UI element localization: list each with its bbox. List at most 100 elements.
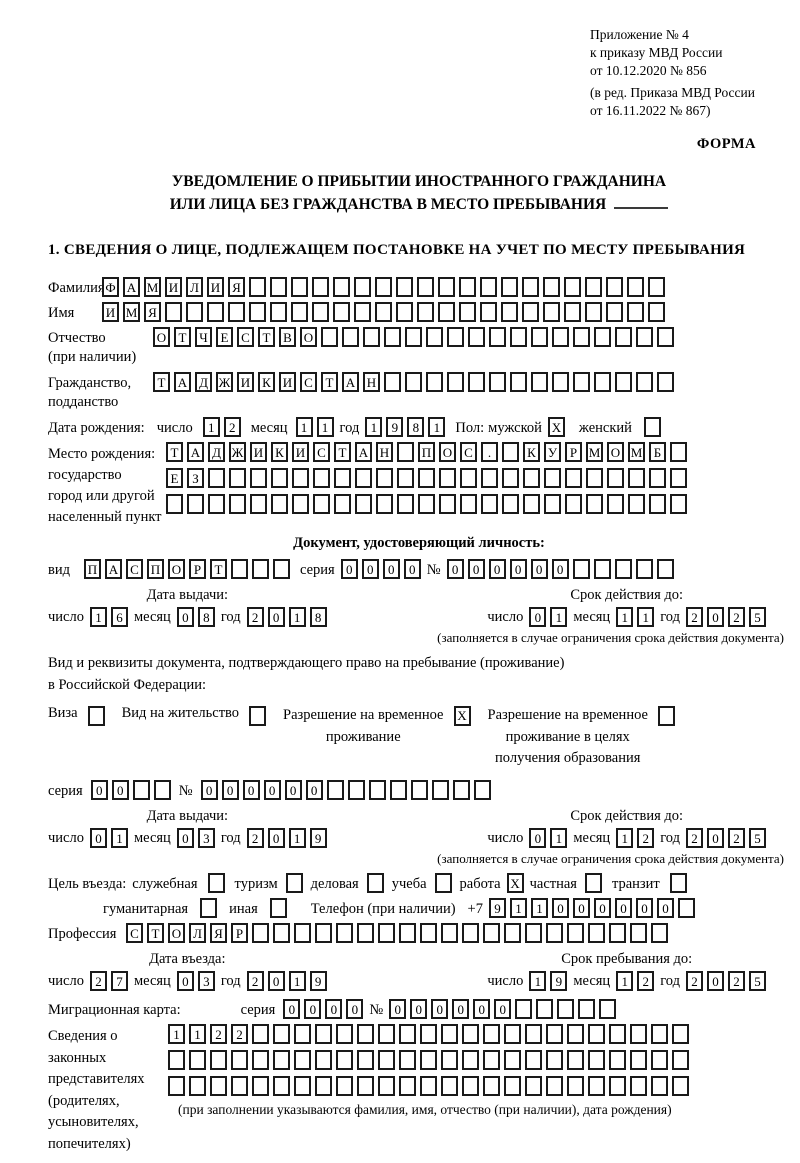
char-cell[interactable]: Б (649, 442, 666, 462)
char-cell[interactable]: 0 (473, 999, 491, 1020)
char-cell[interactable] (635, 559, 653, 579)
char-cell[interactable] (636, 327, 653, 347)
char-cell[interactable]: М (628, 442, 645, 462)
char-cell[interactable]: Ж (216, 372, 233, 392)
char-cell[interactable] (399, 923, 416, 944)
char-cell[interactable]: С (125, 559, 143, 579)
char-cell[interactable]: 2 (246, 828, 264, 849)
char-cell[interactable] (607, 468, 624, 488)
char-cell[interactable] (501, 302, 518, 322)
char-cell[interactable] (291, 277, 308, 297)
char-cell[interactable]: 1 (509, 898, 527, 919)
char-cell[interactable] (334, 494, 351, 514)
char-cell[interactable] (294, 1024, 311, 1045)
char-cell[interactable] (355, 494, 372, 514)
char-cell[interactable] (657, 327, 674, 347)
char-cell[interactable] (168, 1076, 185, 1097)
edu-permit-checkbox[interactable] (657, 705, 675, 726)
char-cell[interactable]: И (207, 277, 224, 297)
char-cell[interactable]: Т (174, 327, 191, 347)
char-cell[interactable] (333, 277, 350, 297)
char-cell[interactable] (354, 302, 371, 322)
char-cell[interactable]: Р (231, 923, 248, 944)
char-cell[interactable]: 0 (267, 828, 285, 849)
char-cell[interactable] (672, 1076, 689, 1097)
char-cell[interactable]: 1 (616, 828, 634, 849)
char-cell[interactable]: 0 (488, 559, 506, 579)
char-cell[interactable] (399, 1024, 416, 1045)
char-cell[interactable] (522, 277, 539, 297)
char-cell[interactable]: . (481, 442, 498, 462)
char-cell[interactable] (441, 923, 458, 944)
char-cell[interactable] (523, 494, 540, 514)
char-cell[interactable]: 1 (529, 971, 547, 992)
char-cell[interactable]: 0 (221, 780, 239, 801)
char-cell[interactable] (609, 1050, 626, 1071)
char-cell[interactable]: 9 (309, 971, 327, 992)
char-cell[interactable] (315, 1050, 332, 1071)
char-cell[interactable] (483, 1024, 500, 1045)
char-cell[interactable]: Ф (102, 277, 119, 297)
char-cell[interactable] (294, 1050, 311, 1071)
char-cell[interactable] (627, 302, 644, 322)
char-cell[interactable]: 1 (288, 971, 306, 992)
char-cell[interactable]: 5 (749, 971, 766, 992)
char-cell[interactable] (252, 1076, 269, 1097)
char-cell[interactable]: 1 (550, 828, 568, 849)
char-cell[interactable] (585, 277, 602, 297)
char-cell[interactable] (483, 1076, 500, 1097)
char-cell[interactable] (473, 780, 491, 801)
char-cell[interactable]: А (187, 442, 204, 462)
char-cell[interactable]: В (279, 327, 296, 347)
char-cell[interactable] (630, 1050, 647, 1071)
gender-female-checkbox[interactable] (643, 417, 661, 437)
char-cell[interactable] (504, 923, 521, 944)
char-cell[interactable] (502, 468, 519, 488)
char-cell[interactable] (336, 1024, 353, 1045)
char-cell[interactable]: Д (208, 442, 225, 462)
char-cell[interactable]: 1 (110, 828, 128, 849)
char-cell[interactable]: 0 (284, 780, 302, 801)
char-cell[interactable]: Л (189, 923, 206, 944)
char-cell[interactable] (525, 1050, 542, 1071)
char-cell[interactable] (273, 1076, 290, 1097)
char-cell[interactable]: 1 (202, 417, 220, 437)
char-cell[interactable]: 2 (231, 1024, 248, 1045)
char-cell[interactable]: 9 (309, 828, 327, 849)
char-cell[interactable]: 0 (263, 780, 281, 801)
char-cell[interactable]: 0 (176, 828, 194, 849)
purpose-other-checkbox[interactable] (269, 898, 287, 919)
char-cell[interactable]: 0 (242, 780, 260, 801)
char-cell[interactable] (460, 494, 477, 514)
char-cell[interactable]: 8 (197, 607, 215, 627)
char-cell[interactable]: 8 (407, 417, 425, 437)
char-cell[interactable]: П (418, 442, 435, 462)
char-cell[interactable] (546, 1050, 563, 1071)
purpose-business-checkbox[interactable] (366, 873, 384, 894)
char-cell[interactable] (417, 302, 434, 322)
char-cell[interactable]: С (313, 442, 330, 462)
char-cell[interactable] (510, 327, 527, 347)
char-cell[interactable] (378, 1050, 395, 1071)
char-cell[interactable] (588, 1024, 605, 1045)
char-cell[interactable] (439, 494, 456, 514)
char-cell[interactable] (531, 327, 548, 347)
residence-permit-checkbox[interactable] (249, 705, 267, 726)
char-cell[interactable] (228, 302, 245, 322)
char-cell[interactable] (271, 468, 288, 488)
char-cell[interactable] (357, 1076, 374, 1097)
char-cell[interactable]: 1 (550, 607, 568, 627)
char-cell[interactable] (462, 1076, 479, 1097)
char-cell[interactable]: И (102, 302, 119, 322)
char-cell[interactable]: 1 (168, 1024, 185, 1045)
char-cell[interactable] (439, 468, 456, 488)
char-cell[interactable]: 6 (110, 607, 128, 627)
char-cell[interactable] (252, 1024, 269, 1045)
char-cell[interactable]: 0 (410, 999, 428, 1020)
char-cell[interactable] (426, 372, 443, 392)
char-cell[interactable] (594, 327, 611, 347)
char-cell[interactable] (229, 494, 246, 514)
char-cell[interactable] (586, 468, 603, 488)
char-cell[interactable] (229, 468, 246, 488)
char-cell[interactable] (294, 1076, 311, 1097)
